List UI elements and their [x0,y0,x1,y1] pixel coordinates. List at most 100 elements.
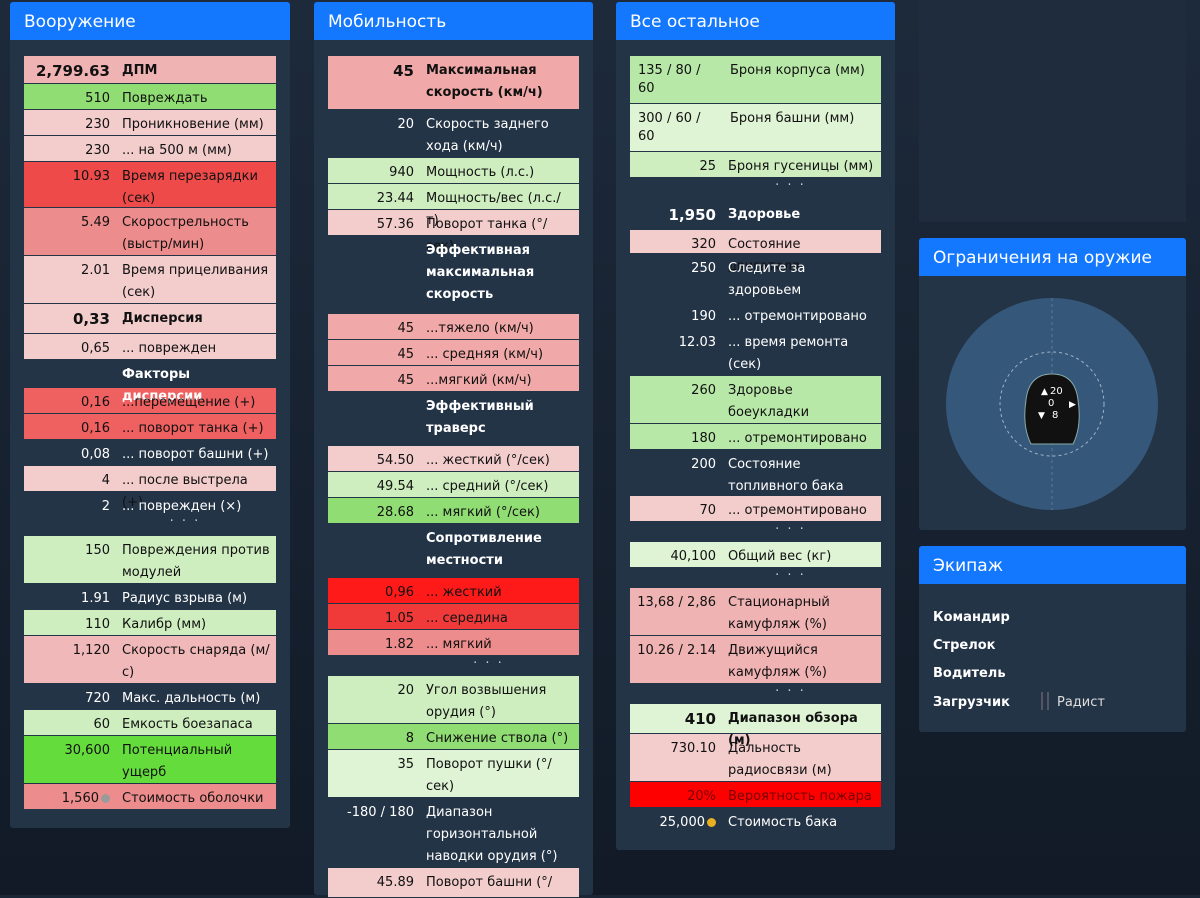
coin-icon [101,794,110,803]
stat-label: Эффективный траверс [426,399,534,436]
stat-row: 0,16 ... поворот танка (+) [24,414,276,440]
stat-label: Следите за здоровьем [728,261,806,298]
stat-label: Броня башни (мм) [730,111,855,126]
stat-value: 25,000 [630,808,722,832]
stat-row: 1.05 ... середина [328,604,579,630]
stat-label: Поворот пушки (°/сек) [426,757,552,794]
stat-label: Проникновение (мм) [122,117,264,132]
stat-value-text: 0,16 [81,395,110,410]
stat-label: Состояние двигателя [728,237,801,274]
stat-row: 57.36 Поворот танка (°/сек) [328,210,579,254]
stat-row: 940 Мощность (л.с.) [328,158,579,184]
stat-label: Диапазон обзора (м) [728,711,858,748]
tank-silhouette [1024,373,1080,445]
stat-value: 45.89 [328,868,420,892]
more-dots: · · · [630,684,881,704]
stat-value-text: 70 [699,503,716,518]
stat-value-text: 57.36 [376,217,414,232]
dots-text: · · · [775,522,806,537]
stat-row: 8 Снижение ствола (°) [328,724,579,750]
stat-value-text: 25,000 [659,815,706,830]
crew-panel: Экипаж Командир Стрелок Водитель Загрузч… [919,546,1186,732]
stat-row: 5.49 Скорострельность (выстр/мин) [24,208,276,256]
stat-value-text: 20 [397,117,414,132]
stat-value: 1,950 [630,200,722,224]
stat-value: 13,68 / 2,86 [630,588,722,612]
stat-label: Повреждать [122,91,208,106]
stat-value: 190 [630,302,722,326]
stat-label: Поворот башни (°/ [426,875,553,890]
stat-row: 54.50 ... жесткий (°/сек) [328,446,579,472]
stat-row: 260 Здоровье боеукладки [630,376,881,424]
center-value: 0 [1048,398,1054,409]
stat-label: ... средний (°/сек) [426,479,549,494]
stat-row: 20% Вероятность пожара [630,782,881,808]
stat-row: 110 Калибр (мм) [24,610,276,636]
stat-row: 1,560 Стоимость оболочки [24,784,276,810]
stat-value-text: 45 [397,373,414,388]
stat-value: 1.05 [328,604,420,628]
stat-label: ... на 500 м (мм) [122,143,232,158]
stat-label: ... середина [426,611,508,626]
stat-value: 35 [328,750,420,774]
stat-row: 45 ... средняя (км/ч) [328,340,579,366]
stat-value [24,360,116,366]
limits-panel: Ограничения на оружие ▲ 20 0 ▼ 8 ▶ [919,238,1186,530]
stat-value-text: -180 / 180 [347,805,414,820]
stat-value-text: 23.44 [376,191,414,206]
stat-value-text: 45 [397,321,414,336]
stat-label: Движущийся камуфляж (%) [728,643,827,680]
stat-label: Диапазон горизонтальной наводки орудия (… [426,805,558,864]
stat-label: ... мягкий [426,637,492,652]
more-dots: · · · [630,522,881,542]
stat-value: 730.10 [630,734,722,758]
stat-value-text: 49.54 [376,479,414,494]
stat-value: 25 [630,152,722,176]
stat-label: Эффективная максимальная скорость [426,243,535,302]
stat-label: ...перемещение (+) [122,395,256,410]
stat-row: 2.01 Время прицеливания (сек) [24,256,276,304]
stat-label: Дисперсия [122,311,203,326]
stat-value: 110 [24,610,116,634]
stat-row: 0,96 ... жесткий [328,578,579,604]
stat-value-text: 20 [397,683,414,698]
stat-value-text: 110 [85,617,110,632]
stat-row: Сопротивление местности [328,524,579,578]
stat-value-text: 25 [699,159,716,174]
stat-label: ... после выстрела (+) [122,473,248,510]
stat-row: 720 Макс. дальность (м) [24,684,276,710]
stat-label: Здоровье боеукладки [728,383,810,420]
stat-value: 45 [328,314,420,338]
stat-value-text: 250 [691,261,716,276]
weapons-header: Вооружение [10,2,290,40]
stat-row: 1,120 Скорость снаряда (м/с) [24,636,276,684]
other-panel: Все остальное 135 / 80 / 60 Броня корпуса… [616,2,895,850]
stat-row: 45 ...мягкий (км/ч) [328,366,579,392]
stat-value: 8 [328,724,420,748]
stat-value-text: 2,799.63 [35,62,110,80]
more-dots: · · · [24,514,276,536]
stat-value-text: 720 [85,691,110,706]
dots-text: · · · [473,656,504,671]
stat-value [328,524,420,530]
stat-value: 54.50 [328,446,420,470]
dots-text: · · · [775,178,806,193]
stat-value-text: 300 / 60 / 60 [638,111,701,144]
stat-value: 410 [630,704,722,728]
stat-row: 730.10 Дальность радиосвязи (м) [630,734,881,782]
stat-value: 45 [328,56,420,80]
stat-label: Угол возвышения орудия (°) [426,683,547,720]
stat-label: Скорость снаряда (м/с) [122,643,270,680]
stat-value: 20 [328,676,420,700]
right-arrow-icon: ▶ [1069,400,1076,410]
stat-label: Радиус взрыва (м) [122,591,248,606]
stat-row: Факторы дисперсии [24,360,276,404]
stat-value: 320 [630,230,722,254]
stat-row: 250 Следите за здоровьем [630,254,881,302]
stat-label: Повреждения против модулей [122,543,270,580]
stat-value-text: 8 [405,731,414,746]
stat-value: 57.36 [328,210,420,234]
stat-value-text: 190 [691,309,716,324]
stat-label: Состояние топливного бака [728,457,844,494]
stat-value: 30,600 [24,736,116,760]
